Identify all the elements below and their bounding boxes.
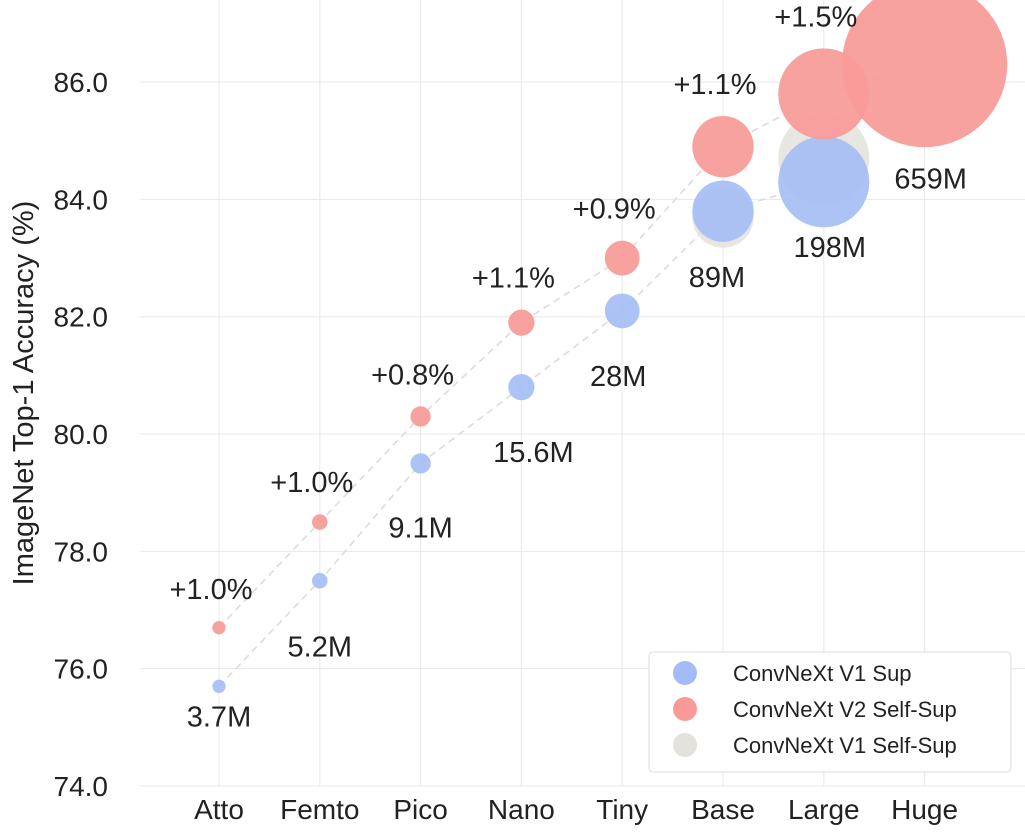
data-point (692, 180, 754, 242)
param-count-label: 659M (894, 164, 967, 196)
y-axis-title: ImageNet Top-1 Accuracy (%) (8, 201, 40, 586)
x-tick-label: Nano (488, 794, 555, 825)
legend-label: ConvNeXt V1 Sup (733, 661, 912, 686)
improvement-label: +1.1% (673, 69, 756, 101)
improvement-label: +0.8% (371, 359, 454, 391)
axis-ticks: 74.0 76.0 78.0 80.0 82.0 84.0 86.0 Atto Femto Pic… (54, 67, 959, 825)
data-point (604, 240, 640, 276)
legend-label: ConvNeXt V1 Self-Sup (733, 733, 957, 758)
improvement-label: +0.9% (573, 194, 656, 226)
param-count-label: 5.2M (288, 632, 352, 664)
y-tick-label: 80.0 (54, 419, 109, 450)
legend-marker (673, 733, 697, 757)
param-count-label: 198M (794, 232, 867, 264)
data-point (212, 679, 226, 693)
data-point (410, 453, 431, 474)
x-tick-label: Huge (891, 794, 958, 825)
x-tick-label: Pico (393, 794, 447, 825)
data-point (508, 309, 535, 336)
data-points (212, 0, 1008, 693)
legend-marker (673, 661, 697, 685)
param-count-label: 3.7M (187, 701, 251, 733)
x-tick-label: Tiny (596, 794, 648, 825)
legend-label: ConvNeXt V2 Self-Sup (733, 697, 957, 722)
improvement-label: +1.5% (774, 1, 857, 33)
x-tick-label: Atto (194, 794, 244, 825)
param-count-label: 89M (689, 262, 745, 294)
data-point (841, 0, 1008, 148)
y-tick-label: 78.0 (54, 536, 109, 567)
param-count-label: 9.1M (388, 512, 452, 544)
x-tick-label: Large (788, 794, 860, 825)
data-point (410, 406, 431, 427)
legend-box (648, 651, 1012, 773)
y-tick-label: 76.0 (54, 654, 109, 685)
y-tick-label: 86.0 (54, 67, 109, 98)
param-count-label: 15.6M (493, 437, 574, 469)
improvement-label: +1.0% (169, 574, 252, 606)
data-point (778, 136, 870, 228)
data-point (692, 115, 754, 178)
annotations: +1.0% +1.0% +0.8% +1.1% +0.9% +1.1% +1.5% 3.7M 5… (169, 1, 966, 733)
param-count-label: 28M (590, 361, 646, 393)
y-tick-label: 84.0 (54, 184, 109, 215)
improvement-label: +1.1% (472, 262, 555, 294)
data-point (312, 514, 328, 530)
improvement-label: +1.0% (270, 467, 353, 499)
legend: ConvNeXt V1 Sup ConvNeXt V2 Self-Sup ConvN… (648, 651, 1012, 773)
data-point (508, 373, 535, 401)
x-tick-label: Femto (280, 794, 359, 825)
y-tick-label: 82.0 (54, 302, 109, 333)
y-tick-label: 74.0 (54, 771, 109, 802)
data-point (212, 620, 226, 635)
data-point (312, 572, 328, 589)
data-point (604, 293, 640, 329)
legend-marker (673, 697, 697, 721)
x-tick-label: Base (691, 794, 755, 825)
